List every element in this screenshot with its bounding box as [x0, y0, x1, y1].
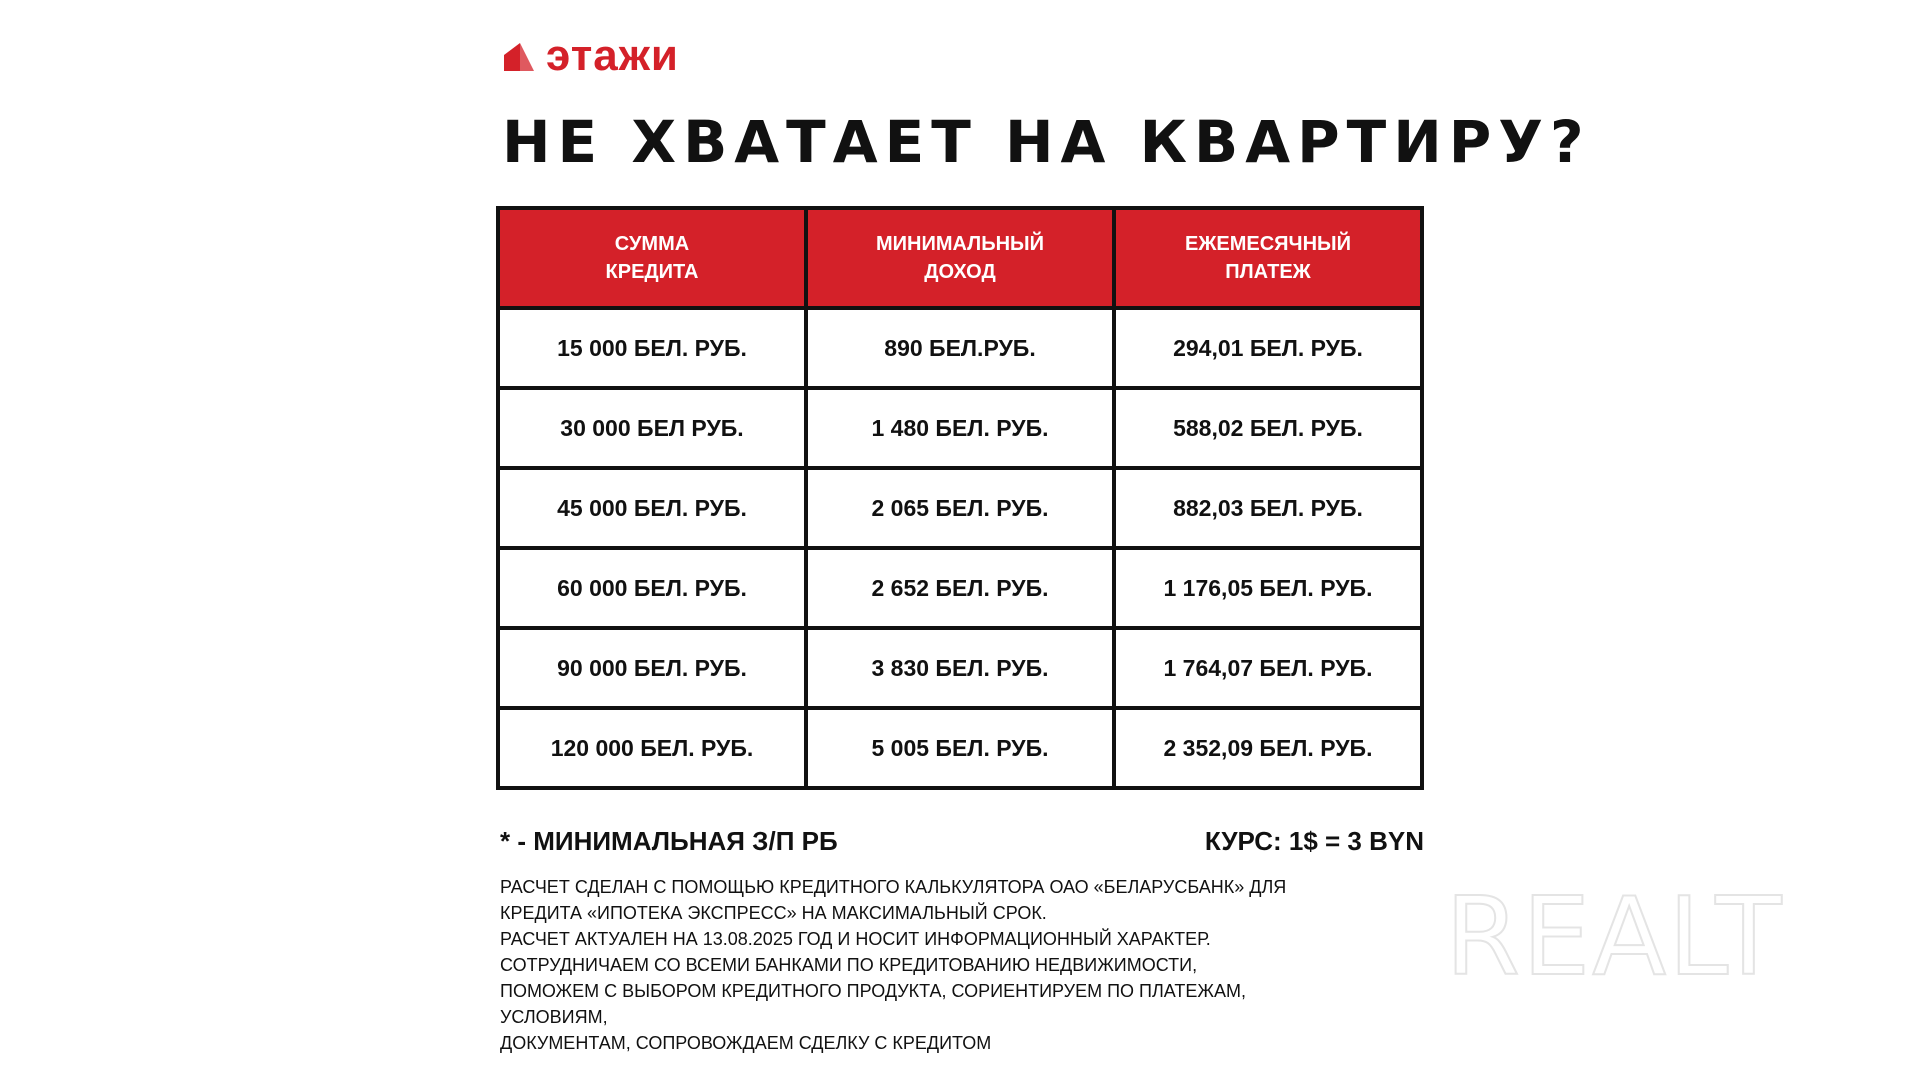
- disclaimer-line: КРЕДИТА «ИПОТЕКА ЭКСПРЕСС» НА МАКСИМАЛЬН…: [500, 903, 1047, 923]
- table-header-row: СУММА КРЕДИТА МИНИМАЛЬНЫЙ ДОХОД ЕЖЕМЕСЯЧНЫ…: [496, 206, 1424, 310]
- header-loan-amount: СУММА КРЕДИТА: [496, 206, 808, 310]
- monthly-payment-cell: 2 352,09 БЕЛ. РУБ.: [1112, 706, 1424, 790]
- disclaimer-line: ДОКУМЕНТАМ, СОПРОВОЖДАЕМ СДЕЛКУ С КРЕДИТ…: [500, 1033, 992, 1053]
- header-line: ДОХОД: [924, 261, 996, 283]
- loan-amount-cell: 30 000 БЕЛ РУБ.: [496, 386, 808, 470]
- exchange-rate: КУРС: 1$ = 3 BYN: [1204, 826, 1424, 856]
- loan-amount-cell: 90 000 БЕЛ. РУБ.: [496, 626, 808, 710]
- building-icon: [504, 43, 534, 71]
- header-line: СУММА: [614, 233, 690, 255]
- loan-amount-cell: 120 000 БЕЛ. РУБ.: [496, 706, 808, 790]
- header-line: КРЕДИТА: [605, 261, 699, 283]
- table-row: 45 000 БЕЛ. РУБ. 2 065 БЕЛ. РУБ. 882,03 БЕ…: [496, 466, 1424, 550]
- etazhi-logo: этажи: [502, 34, 679, 78]
- table-row: 30 000 БЕЛ РУБ. 1 480 БЕЛ. РУБ. 588,02 БЕЛ…: [496, 386, 1424, 470]
- min-income-cell: 2 065 БЕЛ. РУБ.: [804, 466, 1116, 550]
- min-income-cell: 890 БЕЛ.РУБ.: [804, 306, 1116, 390]
- header-line: МИНИМАЛЬНЫЙ: [875, 233, 1044, 255]
- table-row: 15 000 БЕЛ. РУБ. 890 БЕЛ.РУБ. 294,01 БЕЛ. …: [496, 306, 1424, 390]
- disclaimer: РАСЧЕТ СДЕЛАН С ПОМОЩЬЮ КРЕДИТНОГО КАЛЬК…: [500, 874, 1286, 1056]
- loan-amount-cell: 45 000 БЕЛ. РУБ.: [496, 466, 808, 550]
- monthly-payment-cell: 294,01 БЕЛ. РУБ.: [1112, 306, 1424, 390]
- disclaimer-line: СОТРУДНИЧАЕМ СО ВСЕМИ БАНКАМИ ПО КРЕДИТО…: [500, 955, 1198, 975]
- monthly-payment-cell: 882,03 БЕЛ. РУБ.: [1112, 466, 1424, 550]
- table-row: 120 000 БЕЛ. РУБ. 5 005 БЕЛ. РУБ. 2 352,09…: [496, 706, 1424, 790]
- table-row: 90 000 БЕЛ. РУБ. 3 830 БЕЛ. РУБ. 1 764,07 …: [496, 626, 1424, 710]
- logo-text: этажи: [546, 31, 679, 80]
- realt-watermark: REALT: [1444, 875, 1784, 1000]
- monthly-payment-cell: 1 764,07 БЕЛ. РУБ.: [1112, 626, 1424, 710]
- disclaimer-line: РАСЧЕТ АКТУАЛЕН НА 13.08.2025 ГОД И НОСИ…: [500, 929, 1211, 949]
- disclaimer-line: ПОМОЖЕМ С ВЫБОРОМ КРЕДИТНОГО ПРОДУКТА, С…: [500, 981, 1246, 1001]
- header-line: ПЛАТЕЖ: [1225, 261, 1311, 283]
- min-income-cell: 3 830 БЕЛ. РУБ.: [804, 626, 1116, 710]
- header-min-income: МИНИМАЛЬНЫЙ ДОХОД: [804, 206, 1116, 310]
- disclaimer-line: УСЛОВИЯМ,: [500, 1007, 608, 1027]
- disclaimer-line: РАСЧЕТ СДЕЛАН С ПОМОЩЬЮ КРЕДИТНОГО КАЛЬК…: [500, 877, 1287, 897]
- monthly-payment-cell: 588,02 БЕЛ. РУБ.: [1112, 386, 1424, 470]
- header-monthly-payment: ЕЖЕМЕСЯЧНЫЙ ПЛАТЕЖ: [1112, 206, 1424, 310]
- min-income-cell: 5 005 БЕЛ. РУБ.: [804, 706, 1116, 790]
- min-income-cell: 1 480 БЕЛ. РУБ.: [804, 386, 1116, 470]
- monthly-payment-cell: 1 176,05 БЕЛ. РУБ.: [1112, 546, 1424, 630]
- page-title: НЕ ХВАТАЕТ НА КВАРТИРУ?: [502, 108, 1591, 176]
- min-income-cell: 2 652 БЕЛ. РУБ.: [804, 546, 1116, 630]
- loan-amount-cell: 60 000 БЕЛ. РУБ.: [496, 546, 808, 630]
- credit-table: СУММА КРЕДИТА МИНИМАЛЬНЫЙ ДОХОД ЕЖЕМЕСЯЧНЫ…: [496, 206, 1424, 790]
- table-row: 60 000 БЕЛ. РУБ. 2 652 БЕЛ. РУБ. 1 176,05 …: [496, 546, 1424, 630]
- header-line: ЕЖЕМЕСЯЧНЫЙ: [1184, 233, 1352, 255]
- loan-amount-cell: 15 000 БЕЛ. РУБ.: [496, 306, 808, 390]
- footnote: * - МИНИМАЛЬНАЯ З/П РБ: [500, 826, 838, 856]
